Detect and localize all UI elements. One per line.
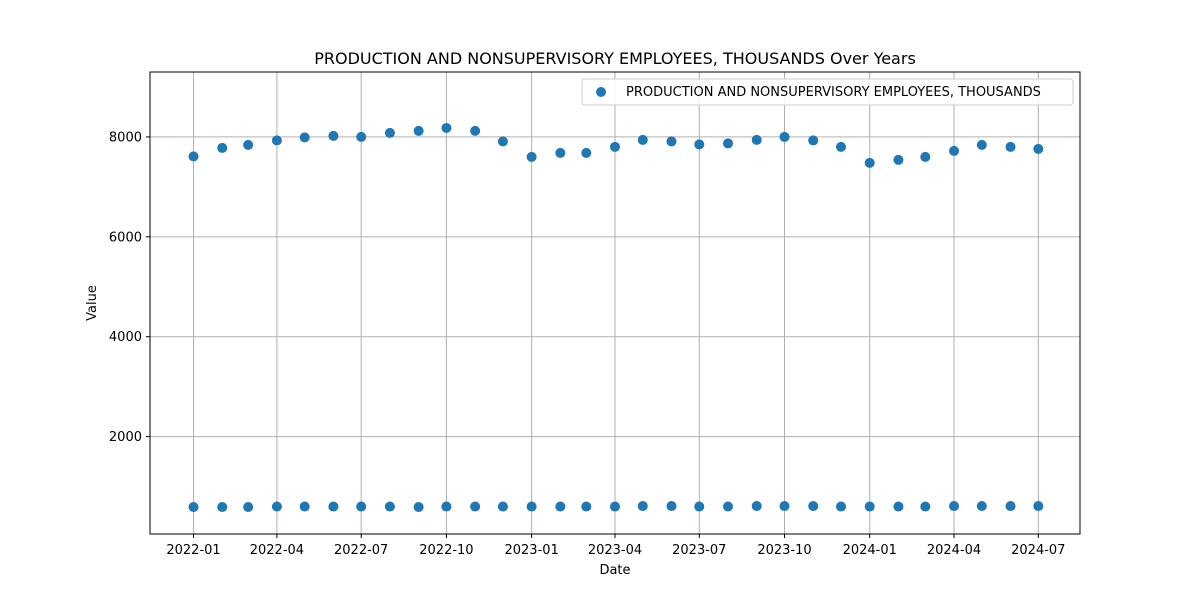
x-axis-label: Date: [599, 563, 630, 578]
data-point: [694, 139, 705, 150]
data-point: [526, 151, 537, 162]
data-point: [779, 501, 790, 512]
legend-marker: [596, 87, 606, 97]
x-tick-label: 2022-07: [334, 543, 388, 558]
y-tick-label: 6000: [109, 230, 142, 245]
data-point: [271, 501, 282, 512]
x-tick-label: 2023-10: [757, 543, 811, 558]
data-point: [356, 131, 367, 142]
data-point: [864, 501, 875, 512]
data-point: [243, 502, 254, 513]
x-tick-label: 2022-01: [166, 543, 220, 558]
data-point: [920, 151, 931, 162]
grid: [150, 72, 1080, 534]
data-point: [441, 122, 452, 133]
y-tick-label: 2000: [109, 430, 142, 445]
data-point: [384, 501, 395, 512]
x-tick-label: 2024-07: [1011, 543, 1065, 558]
data-point: [555, 501, 566, 512]
data-point: [949, 145, 960, 156]
data-point: [1005, 501, 1016, 512]
data-point: [328, 130, 339, 141]
data-point: [581, 501, 592, 512]
data-point: [217, 142, 228, 153]
data-point: [751, 501, 762, 512]
data-point: [637, 501, 648, 512]
legend: PRODUCTION AND NONSUPERVISORY EMPLOYEES,…: [581, 78, 1074, 106]
data-point: [864, 157, 875, 168]
data-point: [751, 134, 762, 145]
data-point: [413, 502, 424, 513]
x-tick-label: 2023-01: [504, 543, 558, 558]
data-point: [836, 501, 847, 512]
data-point: [976, 501, 987, 512]
data-point: [723, 501, 734, 512]
data-point: [470, 125, 481, 136]
data-point: [555, 147, 566, 158]
data-point: [470, 501, 481, 512]
data-point: [384, 127, 395, 138]
data-point: [836, 141, 847, 152]
data-point: [188, 151, 199, 162]
data-point: [526, 501, 537, 512]
x-tick-label: 2024-04: [927, 543, 981, 558]
x-tick-label: 2022-10: [419, 543, 473, 558]
data-point: [188, 502, 199, 513]
data-point: [217, 502, 228, 513]
y-tick-label: 4000: [109, 330, 142, 345]
data-point: [271, 135, 282, 146]
data-point: [694, 501, 705, 512]
data-point: [610, 501, 620, 512]
data-point: [1033, 501, 1044, 512]
data-point: [808, 135, 819, 146]
y-axis-ticks: 2000 4000 6000 8000: [109, 130, 150, 445]
x-tick-label: 2023-07: [672, 543, 726, 558]
data-point: [243, 139, 254, 150]
data-point: [779, 131, 790, 142]
data-point: [893, 154, 904, 165]
data-point: [1005, 141, 1016, 152]
data-point: [1033, 143, 1044, 154]
data-point: [666, 501, 677, 512]
data-point: [497, 136, 508, 147]
data-point: [441, 501, 452, 512]
data-point: [893, 501, 904, 512]
data-point: [497, 501, 508, 512]
x-tick-label: 2023-04: [588, 543, 642, 558]
data-point: [328, 501, 339, 512]
chart-title: PRODUCTION AND NONSUPERVISORY EMPLOYEES,…: [314, 49, 916, 68]
y-tick-label: 8000: [109, 130, 142, 145]
x-tick-label: 2024-01: [843, 543, 897, 558]
data-point: [808, 501, 819, 512]
data-point: [610, 141, 620, 152]
data-point: [666, 136, 677, 147]
legend-label: PRODUCTION AND NONSUPERVISORY EMPLOYEES,…: [626, 85, 1041, 100]
data-point: [949, 501, 960, 512]
data-point: [581, 147, 592, 158]
data-points: [188, 122, 1044, 513]
x-tick-label: 2022-04: [250, 543, 304, 558]
x-axis-ticks: 2022-01 2022-04 2022-07 2022-10 2023-01 2023-…: [166, 534, 1065, 558]
data-point: [976, 139, 987, 150]
data-point: [356, 501, 367, 512]
data-point: [299, 501, 310, 512]
y-axis-label: Value: [85, 285, 100, 321]
data-point: [299, 132, 310, 143]
data-point: [723, 138, 734, 149]
data-point: [920, 501, 931, 512]
legend-box: [581, 78, 1074, 106]
data-point: [413, 125, 424, 136]
data-point: [637, 134, 648, 145]
